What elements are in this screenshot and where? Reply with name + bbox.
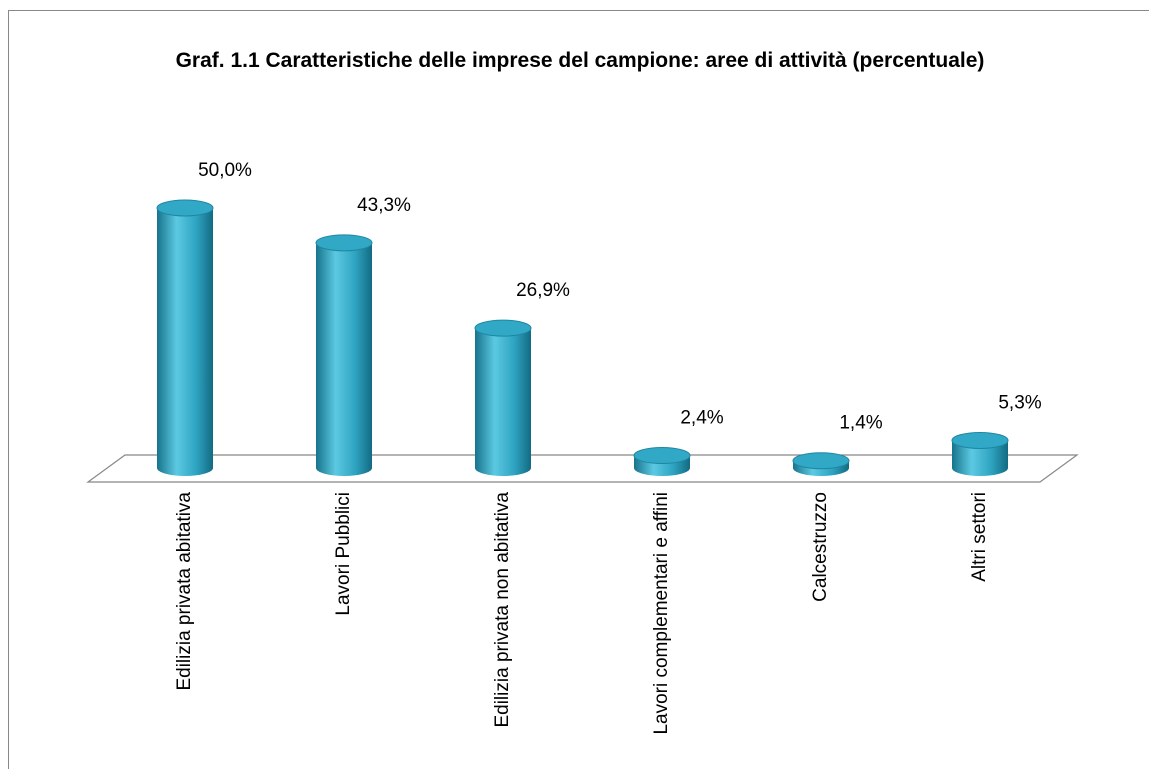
bar-cap [951,431,1009,449]
bar [951,431,1009,476]
bar [474,319,532,476]
value-label: 50,0% [198,160,252,181]
bar-cap [633,447,691,465]
x-tick-label: Lavori Pubblici [333,492,354,616]
value-label: 26,9% [516,280,570,301]
x-tick-label: Lavori complementari e affini [651,492,672,735]
bar-cap [315,234,373,252]
x-tick-label: Edilizia privata abitativa [174,492,195,691]
bar-cap [156,199,214,217]
chart-frame [8,10,1149,769]
chart-title: Graf. 1.1 Caratteristiche delle imprese … [175,49,985,72]
value-label: 1,4% [839,413,882,434]
x-tick-label: Calcestruzzo [810,492,831,602]
value-label: 5,3% [998,392,1041,413]
bar-cap [474,319,532,337]
value-label: 2,4% [680,408,723,429]
bar [792,452,850,476]
bar [156,199,214,476]
bar [315,234,373,476]
bar-cap [792,452,850,470]
bar-body [316,242,372,476]
x-tick-label: Altri settori [969,492,990,582]
bar-body [157,208,213,476]
bar-body [475,328,531,476]
bar-body [952,440,1008,476]
value-label: 43,3% [357,195,411,216]
bar [633,447,691,476]
floor [86,454,1079,483]
x-tick-label: Edilizia privata non abitativa [492,492,513,728]
